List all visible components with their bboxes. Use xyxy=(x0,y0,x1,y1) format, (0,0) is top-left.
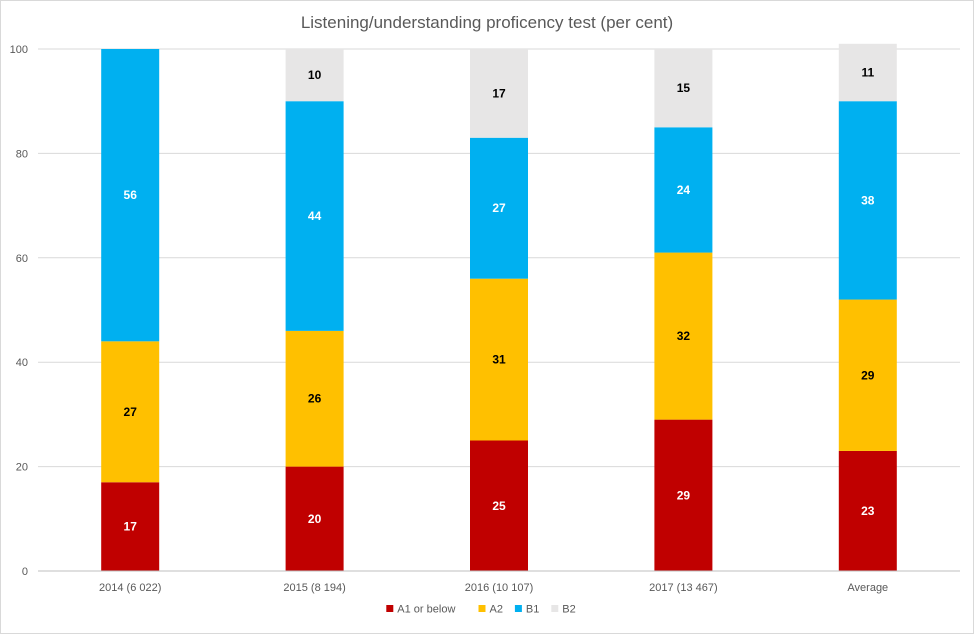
data-label: 27 xyxy=(492,201,506,215)
y-tick-label: 0 xyxy=(22,566,28,578)
data-label: 44 xyxy=(308,209,322,223)
y-axis: 0 20 40 60 80 100 xyxy=(10,44,28,578)
data-label: 31 xyxy=(492,353,506,367)
chart-title: Listening/understanding proficency test … xyxy=(301,13,673,32)
legend-swatch xyxy=(386,605,394,612)
y-tick-label: 100 xyxy=(10,44,28,56)
data-label: 17 xyxy=(124,520,138,534)
data-label: 20 xyxy=(308,512,322,526)
legend-swatch xyxy=(514,605,522,612)
bar-segment-2 xyxy=(838,101,897,300)
bar-segment-0 xyxy=(654,419,713,571)
data-label: 26 xyxy=(308,392,322,406)
legend-swatch xyxy=(551,605,559,612)
legend: A1 or below A2 B1 B2 xyxy=(386,604,576,616)
data-label: 17 xyxy=(492,86,506,100)
bar-segment-1 xyxy=(470,278,528,441)
data-label: 10 xyxy=(308,68,322,82)
bar-segment-0 xyxy=(470,440,528,571)
data-label: 15 xyxy=(677,81,691,95)
x-tick-label: 2014 (6 022) xyxy=(99,582,161,594)
data-label: 24 xyxy=(677,183,691,197)
data-label: 32 xyxy=(677,329,691,343)
x-tick-label: 2016 (10 107) xyxy=(465,582,534,594)
bar-segment-1 xyxy=(101,341,160,483)
bar-segment-2 xyxy=(470,137,528,279)
bar-segment-1 xyxy=(285,330,344,467)
data-label: 38 xyxy=(861,193,875,207)
bar-segment-0 xyxy=(101,482,160,571)
bar-segment-0 xyxy=(838,450,897,571)
bar-segment-1 xyxy=(838,299,897,451)
data-label: 29 xyxy=(677,488,691,502)
data-label: 27 xyxy=(124,405,138,419)
data-label: 25 xyxy=(492,499,506,513)
legend-entry: A2 xyxy=(490,604,503,616)
data-label: 56 xyxy=(124,188,138,202)
legend-entry: A1 or below xyxy=(397,604,455,616)
bar-segment-3 xyxy=(470,49,528,138)
legend-entry: B2 xyxy=(562,604,575,616)
data-label: 29 xyxy=(861,368,875,382)
bar-segment-3 xyxy=(838,43,897,102)
legend-entry: B1 xyxy=(526,604,539,616)
bar-segment-1 xyxy=(654,252,713,420)
y-tick-label: 40 xyxy=(16,357,28,369)
bar-segment-3 xyxy=(285,49,344,102)
x-axis: 2014 (6 022) 2015 (8 194) 2016 (10 107) 201… xyxy=(38,570,960,594)
bars: 17 27 56 20 26 44 10 25 31 27 17 29 32 24 15 23 29 38 11 xyxy=(101,43,897,571)
bar-segment-2 xyxy=(101,49,160,342)
bar-segment-2 xyxy=(654,127,713,253)
data-label: 11 xyxy=(861,65,874,79)
data-label: 23 xyxy=(861,504,875,518)
y-tick-label: 20 xyxy=(16,462,28,474)
bar-segment-2 xyxy=(285,101,344,331)
bar-segment-0 xyxy=(285,466,344,571)
x-tick-label: Average xyxy=(847,582,888,594)
y-tick-label: 80 xyxy=(16,148,28,160)
legend-swatch xyxy=(478,605,486,612)
y-tick-label: 60 xyxy=(16,253,28,265)
x-tick-label: 2015 (8 194) xyxy=(283,582,345,594)
bar-segment-3 xyxy=(654,49,713,128)
x-tick-label: 2017 (13 467) xyxy=(649,582,718,594)
